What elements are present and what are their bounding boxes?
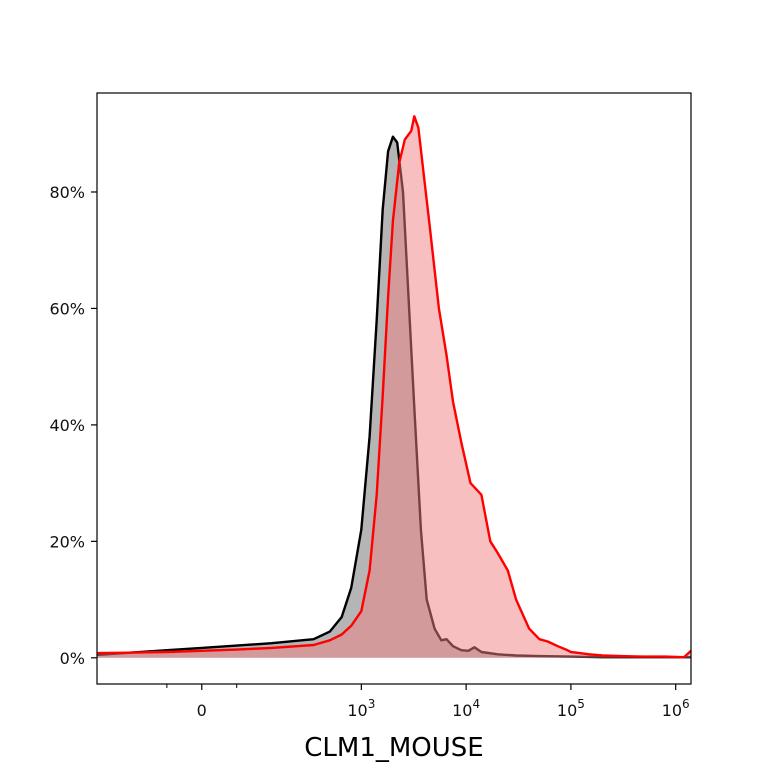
y-tick-label: 40% bbox=[49, 416, 85, 435]
series-layer bbox=[96, 115, 692, 659]
ticks-layer: 0%20%40%60%80%0 103 104 105 106 bbox=[49, 183, 689, 720]
x-tick-label-exponent: 4 bbox=[472, 697, 480, 711]
y-tick-label: 80% bbox=[49, 183, 85, 202]
y-tick-label: 0% bbox=[60, 649, 85, 668]
x-tick-label-exponent: 3 bbox=[368, 697, 376, 711]
x-tick-label-base: 10 bbox=[662, 701, 682, 720]
x-tick-label-base: 10 bbox=[347, 701, 367, 720]
x-tick-label: 105 bbox=[557, 697, 585, 720]
y-tick-label: 60% bbox=[49, 299, 85, 318]
series-2-line bbox=[96, 115, 692, 659]
x-tick-label: 103 bbox=[347, 697, 375, 720]
x-tick-label: 0 bbox=[197, 701, 207, 720]
plot-frame bbox=[96, 92, 692, 685]
x-tick-label-base: 10 bbox=[557, 701, 577, 720]
y-tick-label: 20% bbox=[49, 532, 85, 551]
x-tick-label-exponent: 6 bbox=[682, 697, 690, 711]
x-tick-label: 104 bbox=[452, 697, 480, 720]
x-tick-label-exponent: 5 bbox=[577, 697, 585, 711]
x-tick-label-base: 10 bbox=[452, 701, 472, 720]
series-2-fill bbox=[97, 116, 691, 658]
x-tick-label: 106 bbox=[662, 697, 690, 720]
x-axis-label: CLM1_MOUSE bbox=[304, 733, 483, 763]
